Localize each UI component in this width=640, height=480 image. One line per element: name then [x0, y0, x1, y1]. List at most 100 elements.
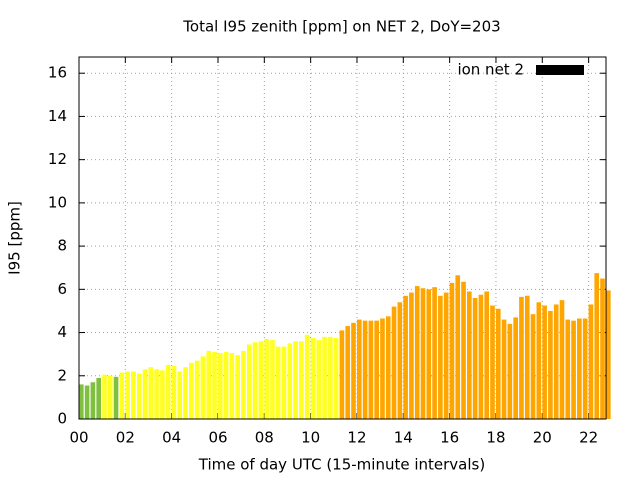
bar [287, 343, 293, 419]
bar [495, 308, 501, 419]
bar [194, 360, 200, 419]
bar [107, 375, 113, 419]
bar [478, 294, 484, 419]
bar [189, 362, 194, 419]
bar [420, 288, 426, 419]
bar [345, 326, 351, 419]
bar [241, 350, 246, 419]
x-tick-label: 06 [208, 429, 227, 447]
bar [84, 385, 90, 419]
bar [119, 372, 125, 419]
bar [385, 316, 391, 419]
x-tick-label: 12 [347, 429, 366, 447]
bar [362, 320, 368, 419]
bar [536, 302, 542, 419]
y-tick-label: 10 [48, 193, 67, 211]
bar [142, 369, 148, 419]
bar [270, 340, 275, 419]
bar [125, 371, 130, 419]
bar [183, 367, 188, 419]
bar [200, 356, 206, 419]
bar [391, 306, 397, 419]
bar [102, 374, 107, 419]
bar [380, 318, 385, 419]
legend-key [536, 65, 584, 75]
bar [582, 318, 588, 419]
bar [310, 337, 316, 419]
bar [519, 296, 524, 419]
bar [374, 320, 379, 419]
bar [490, 305, 495, 419]
bar [542, 305, 547, 419]
x-tick-label: 20 [533, 429, 552, 447]
bar [606, 290, 611, 419]
bar [472, 297, 478, 419]
y-tick-label: 6 [57, 280, 67, 298]
bar [229, 353, 235, 419]
bar [131, 371, 136, 419]
bar [501, 319, 507, 419]
bar [90, 382, 96, 419]
bar [426, 289, 432, 419]
bar [165, 364, 171, 419]
y-axis-label: I95 [ppm] [6, 201, 24, 275]
bar [171, 366, 177, 419]
bar [258, 341, 264, 419]
bar [113, 376, 119, 419]
bar [333, 337, 339, 419]
bar [246, 344, 252, 419]
bar [455, 275, 461, 419]
bar [316, 340, 322, 419]
bar [299, 341, 304, 419]
bar [356, 319, 362, 419]
bar [160, 370, 165, 419]
x-tick-label: 02 [116, 429, 135, 447]
bar [328, 336, 333, 419]
x-tick-label: 18 [486, 429, 505, 447]
bar [461, 281, 466, 419]
bar [154, 369, 159, 419]
bar [530, 314, 536, 419]
bar [217, 353, 223, 419]
bar [513, 317, 518, 419]
bar [565, 319, 571, 419]
bar [571, 320, 576, 419]
legend-label: ion net 2 [457, 61, 524, 79]
bar [304, 334, 310, 419]
bar [368, 320, 374, 419]
bar [397, 302, 403, 419]
bar [252, 342, 258, 419]
bar [600, 278, 605, 419]
x-tick-label: 08 [255, 429, 274, 447]
bar [507, 323, 513, 419]
bar [548, 310, 553, 419]
plot-frame [78, 56, 607, 420]
bar [293, 341, 298, 419]
x-tick-label: 00 [69, 429, 88, 447]
bar [403, 295, 408, 419]
bar [206, 350, 212, 419]
chart-title: Total I95 zenith [ppm] on NET 2, DoY=203 [182, 18, 500, 36]
bar [588, 304, 594, 419]
bar [484, 291, 490, 419]
y-tick-label: 2 [57, 366, 67, 384]
y-tick-label: 4 [57, 323, 67, 341]
y-tick-label: 14 [48, 107, 67, 125]
bar [414, 286, 420, 419]
bar [594, 273, 600, 419]
bar [281, 346, 287, 419]
bar [264, 339, 269, 419]
bar [235, 355, 240, 419]
bar [559, 300, 565, 419]
bar [409, 292, 414, 419]
y-tick-label: 12 [48, 150, 67, 168]
bar [351, 322, 356, 419]
y-tick-label: 0 [57, 410, 67, 428]
bar [223, 352, 229, 419]
bar [322, 336, 327, 419]
y-tick-label: 16 [48, 64, 67, 82]
x-tick-label: 14 [394, 429, 413, 447]
bar [443, 292, 449, 419]
bar [577, 318, 582, 419]
